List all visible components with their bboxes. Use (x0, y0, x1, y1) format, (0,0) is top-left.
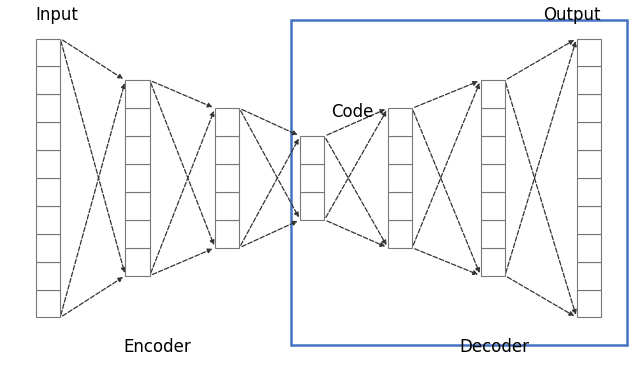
Bar (300, 164, 324, 192)
Text: Decoder: Decoder (460, 338, 529, 356)
Bar (300, 192, 324, 220)
Bar (388, 164, 412, 192)
Text: Encoder: Encoder (123, 338, 191, 356)
Bar (481, 80, 505, 108)
Bar (125, 136, 150, 164)
Bar (215, 108, 239, 136)
Bar (577, 178, 601, 206)
Bar (125, 80, 150, 108)
Bar (125, 248, 150, 276)
Bar (481, 164, 505, 192)
Bar (215, 220, 239, 248)
Bar (36, 94, 60, 122)
Bar (36, 234, 60, 262)
Bar (388, 136, 412, 164)
Bar (388, 108, 412, 136)
Bar (36, 290, 60, 317)
Bar (388, 192, 412, 220)
Text: Code: Code (331, 103, 373, 121)
Bar (577, 150, 601, 178)
Bar (36, 39, 60, 66)
Bar (125, 192, 150, 220)
Bar (125, 220, 150, 248)
Bar (577, 94, 601, 122)
Bar (36, 206, 60, 234)
Bar (481, 220, 505, 248)
Bar (481, 108, 505, 136)
Bar (36, 66, 60, 94)
Bar (215, 136, 239, 164)
Bar (215, 192, 239, 220)
Bar (577, 66, 601, 94)
Bar (36, 262, 60, 290)
Bar (36, 122, 60, 150)
Bar (36, 150, 60, 178)
Bar (388, 220, 412, 248)
Bar (577, 262, 601, 290)
Bar (577, 39, 601, 66)
Bar (125, 108, 150, 136)
Bar (215, 164, 239, 192)
Text: Input: Input (36, 6, 79, 24)
Bar (481, 136, 505, 164)
Bar (481, 248, 505, 276)
Text: Output: Output (543, 6, 601, 24)
Bar (300, 136, 324, 164)
Bar (291, 20, 627, 345)
Bar (481, 192, 505, 220)
Bar (577, 206, 601, 234)
Bar (36, 178, 60, 206)
Bar (577, 122, 601, 150)
Bar (577, 290, 601, 317)
Bar (125, 164, 150, 192)
Bar (577, 234, 601, 262)
